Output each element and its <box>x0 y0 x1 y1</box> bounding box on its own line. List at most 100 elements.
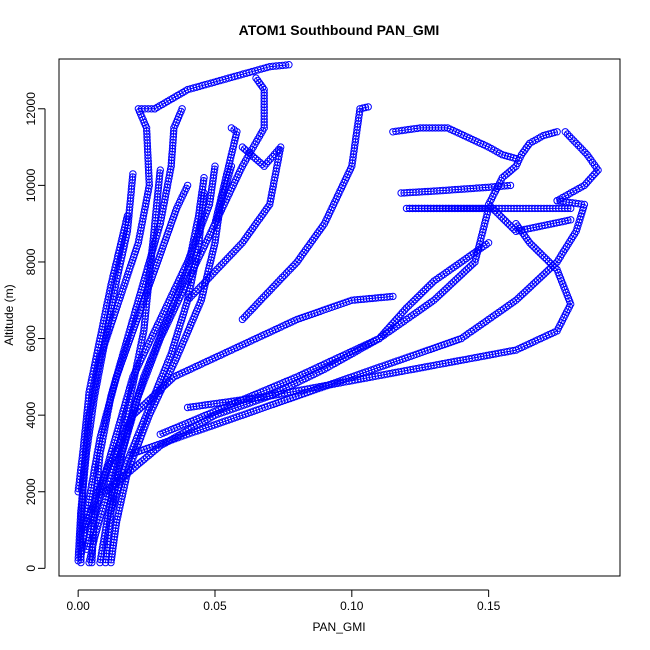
data-point <box>280 271 289 279</box>
data-point <box>398 308 407 316</box>
data-point <box>242 311 251 319</box>
data-point <box>430 296 438 304</box>
data-point <box>443 284 451 292</box>
data-point <box>590 170 598 179</box>
data-point <box>249 153 258 161</box>
data-point <box>432 294 440 302</box>
series-10 <box>238 103 372 324</box>
data-point <box>238 315 247 324</box>
data-point <box>291 260 299 268</box>
data-point <box>434 292 442 300</box>
data-point <box>200 174 208 182</box>
data-point <box>183 181 192 190</box>
data-point <box>131 463 139 471</box>
data-point <box>303 243 311 252</box>
data-point <box>458 270 466 278</box>
data-point <box>407 300 415 308</box>
data-point <box>198 281 207 289</box>
data-point <box>270 150 279 159</box>
data-point <box>395 313 403 321</box>
data-point <box>266 155 275 163</box>
data-point <box>576 144 585 152</box>
data-point <box>219 259 228 267</box>
data-point <box>109 544 117 552</box>
data-point <box>389 292 397 301</box>
data-point <box>521 288 529 296</box>
x-axis: 0.00 0.05 0.10 0.15 <box>66 589 501 613</box>
data-point <box>178 105 186 113</box>
data-point <box>142 453 151 461</box>
data-point <box>500 172 509 180</box>
data-point <box>464 264 473 272</box>
data-point <box>129 170 137 178</box>
data-point <box>445 282 453 290</box>
data-point <box>530 243 538 251</box>
data-point <box>261 291 270 299</box>
data-point <box>491 207 499 215</box>
data-point <box>405 302 413 310</box>
data-point <box>245 149 253 157</box>
data-point <box>564 204 572 213</box>
data-point <box>527 282 535 290</box>
data-point <box>570 137 578 145</box>
data-point <box>277 143 285 151</box>
data-point <box>108 550 116 558</box>
data-point <box>198 401 207 410</box>
data-point <box>592 168 600 176</box>
data-point <box>523 286 531 294</box>
data-point <box>586 175 594 183</box>
data-point <box>489 205 497 213</box>
data-point <box>462 331 470 339</box>
data-point <box>123 215 131 223</box>
data-point <box>449 278 458 286</box>
data-point <box>282 269 291 277</box>
data-point <box>568 135 576 143</box>
data-point <box>354 296 362 304</box>
y-tick-label: 4000 <box>24 401 38 428</box>
data-point <box>165 377 174 385</box>
data-point <box>104 509 113 517</box>
data-point <box>236 241 244 249</box>
data-point <box>209 270 217 278</box>
data-point <box>252 74 260 82</box>
data-point <box>227 162 236 170</box>
plot-frame <box>58 58 621 577</box>
series-line <box>154 64 289 110</box>
data-point <box>129 465 137 473</box>
data-point <box>536 249 544 257</box>
data-point <box>531 278 540 286</box>
data-point <box>207 400 215 408</box>
data-point <box>257 295 265 304</box>
data-point <box>462 254 470 263</box>
x-tick-label: 0.05 <box>203 599 227 613</box>
data-point <box>156 169 164 177</box>
data-point <box>140 455 149 463</box>
data-point <box>544 266 553 274</box>
data-point <box>259 293 268 301</box>
data-point <box>136 459 144 467</box>
series-5 <box>79 292 397 534</box>
data-point <box>213 265 221 273</box>
series-11 <box>211 74 268 228</box>
data-point <box>232 130 240 139</box>
data-point <box>495 211 503 219</box>
data-point <box>190 289 198 298</box>
data-point <box>503 170 511 178</box>
data-point <box>200 189 208 197</box>
data-point <box>260 112 268 120</box>
data-point <box>584 177 592 185</box>
series-21 <box>77 181 192 561</box>
data-point <box>217 261 226 269</box>
data-point <box>546 264 555 272</box>
data-point <box>503 182 512 190</box>
data-point <box>107 558 115 567</box>
series-line <box>187 223 572 408</box>
data-point <box>254 217 262 226</box>
data-point <box>581 148 589 157</box>
data-point <box>518 226 526 234</box>
data-point <box>438 288 447 296</box>
data-point <box>507 166 516 174</box>
data-point <box>542 255 551 263</box>
data-point <box>266 287 274 295</box>
data-point <box>538 251 546 259</box>
